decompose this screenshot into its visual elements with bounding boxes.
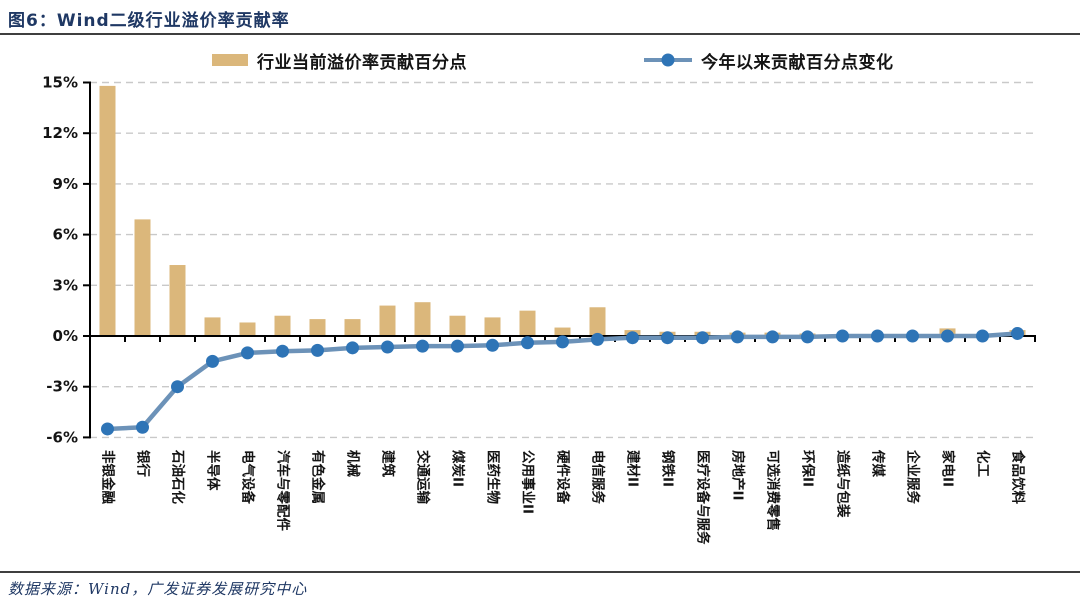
line-marker [381, 340, 394, 354]
page-title: 图6：Wind二级行业溢价率贡献率 [8, 11, 290, 31]
category-label: 电信服务 [590, 450, 607, 504]
line-marker [206, 354, 219, 368]
bar [169, 265, 186, 336]
category-label: 硬件设备 [555, 450, 572, 504]
category-label: 钢铁II [660, 450, 677, 487]
y-tick-label: 6% [53, 226, 78, 244]
category-label: 建筑 [380, 449, 397, 477]
line-marker [241, 346, 254, 360]
line-marker [591, 332, 604, 346]
bar [554, 327, 571, 336]
category-label: 化工 [975, 450, 992, 478]
y-tick-label: -3% [46, 378, 78, 396]
line-marker [626, 331, 639, 345]
line-marker [276, 344, 289, 358]
line-marker [521, 336, 534, 350]
legend-item-line-series: 今年以来贡献百分点变化 [644, 48, 894, 73]
bar [134, 219, 151, 336]
category-label: 医药生物 [485, 450, 502, 504]
y-tick-label: 3% [53, 276, 78, 294]
category-label: 可选消费零售 [765, 450, 782, 531]
y-tick-label: 0% [53, 327, 78, 345]
category-label: 企业服务 [905, 449, 922, 504]
line-marker [171, 380, 184, 394]
bar [344, 319, 361, 336]
line-marker [766, 330, 779, 344]
line-marker [451, 339, 464, 353]
category-label: 石油石化 [170, 449, 187, 504]
combo-chart: 15% 12% 9% 6% 3% 0% -3% -6% 非银金融 银行 石油石化 半导体 电气设备 汽车与… [42, 75, 1036, 545]
line-marker [661, 331, 674, 345]
line-marker [1011, 326, 1024, 340]
category-label: 医疗设备与服务 [695, 450, 712, 545]
line-swatch-icon [644, 53, 692, 67]
bar [204, 317, 221, 336]
line-marker [136, 420, 149, 434]
bar [484, 317, 501, 336]
bar [239, 322, 256, 336]
line-marker [836, 329, 849, 343]
line-marker [416, 339, 429, 353]
category-label: 房地产II [730, 450, 747, 501]
bar [414, 302, 431, 336]
line-marker [976, 329, 989, 343]
line-marker [696, 331, 709, 345]
category-label: 有色金属 [310, 450, 327, 504]
category-label: 银行 [135, 450, 152, 477]
y-tick-label: 15% [42, 75, 78, 92]
bar-swatch-icon [212, 54, 248, 66]
line-marker [871, 329, 884, 343]
footer-divider [0, 571, 1080, 573]
y-tick-label: -6% [46, 428, 78, 446]
line-marker-icon [661, 53, 675, 67]
legend-bar-label: 行业当前溢价率贡献百分点 [257, 52, 467, 73]
category-label: 煤炭II [450, 450, 467, 487]
category-label: 汽车与零配件 [275, 450, 292, 531]
legend-item-bar-series: 行业当前溢价率贡献百分点 [212, 48, 467, 73]
category-label: 传媒 [870, 449, 887, 478]
line-marker [556, 335, 569, 349]
line-marker [101, 422, 114, 436]
category-label: 电气设备 [240, 450, 257, 504]
data-source: 数据来源：Wind，广发证券发展研究中心 [8, 580, 308, 598]
line-marker [941, 329, 954, 343]
bar [589, 307, 606, 336]
category-label: 建材II [625, 449, 642, 487]
bar [309, 319, 326, 336]
bar [99, 85, 116, 336]
bar [519, 310, 536, 336]
legend-line-label: 今年以来贡献百分点变化 [701, 52, 894, 73]
line-marker [486, 338, 499, 352]
bar [274, 315, 291, 336]
line-marker [801, 330, 814, 344]
category-label: 食品饮料 [1010, 450, 1027, 504]
y-tick-label: 9% [53, 175, 78, 193]
category-label: 交通运输 [415, 450, 432, 504]
category-label: 造纸与包装 [835, 450, 852, 518]
line-marker [731, 330, 744, 344]
category-label: 公用事业II [520, 450, 537, 514]
line-marker [906, 329, 919, 343]
category-label: 非银金融 [100, 450, 117, 504]
y-tick-label: 12% [42, 124, 78, 142]
category-label: 机械 [345, 450, 362, 477]
line-marker [346, 341, 359, 355]
category-label: 半导体 [205, 450, 222, 491]
category-label: 环保II [800, 450, 817, 487]
category-label: 家电II [940, 450, 957, 487]
bar [449, 315, 466, 336]
title-divider [0, 33, 1080, 35]
bar [379, 305, 396, 336]
line-marker [311, 343, 324, 357]
